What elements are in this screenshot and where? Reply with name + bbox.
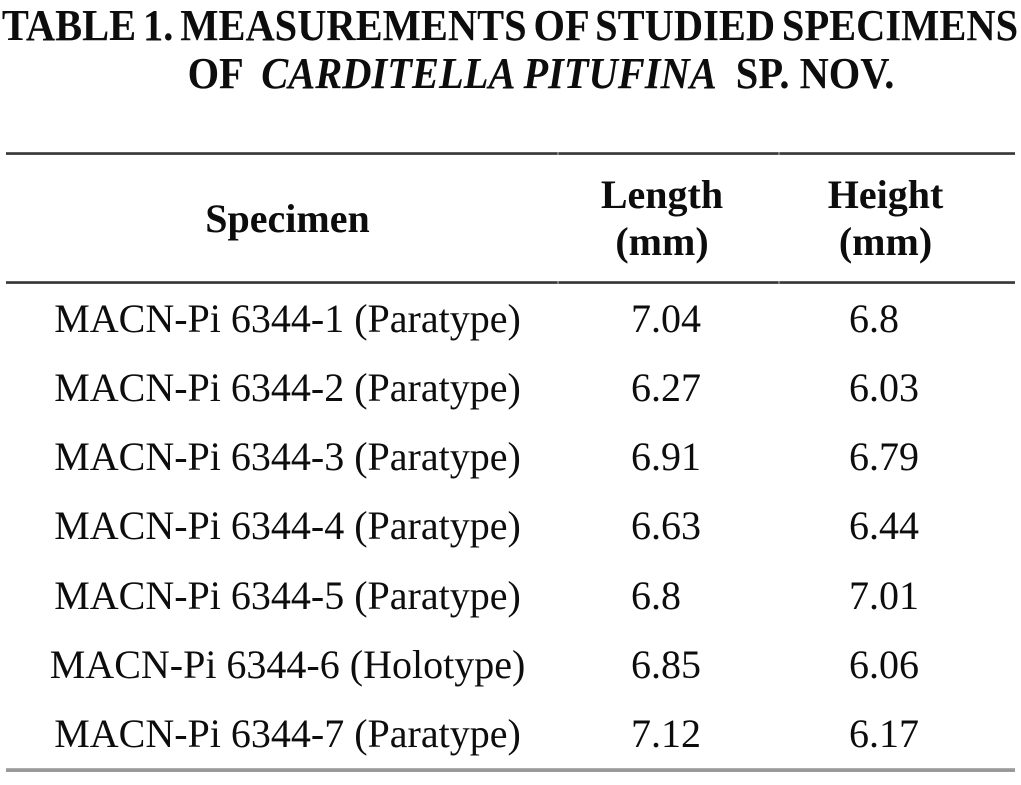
rule-segment-gap <box>557 281 559 284</box>
table-row: MACN-Pi 6344-2 (Paratype) 6.27 6.03 <box>6 353 1015 422</box>
cell-length: 6.91 <box>631 434 701 480</box>
table-row: MACN-Pi 6344-6 (Holotype) 6.85 6.06 <box>6 630 1015 699</box>
cell-specimen: MACN-Pi 6344-1 (Paratype) <box>54 296 521 342</box>
cell-specimen: MACN-Pi 6344-4 (Paratype) <box>54 503 521 549</box>
cell-specimen: MACN-Pi 6344-7 (Paratype) <box>54 710 521 756</box>
table-header-row: Specimen Length (mm) Height (mm) <box>6 155 1015 281</box>
table-row: MACN-Pi 6344-5 (Paratype) 6.8 7.01 <box>6 561 1015 630</box>
table-title-line2: OF CARDITELLA PITUFINA SP. NOV. <box>188 49 895 99</box>
cell-height: 6.8 <box>849 296 899 342</box>
cell-height: 6.03 <box>849 365 919 411</box>
rule-segment-gap <box>778 152 780 155</box>
column-header-specimen: Specimen <box>205 195 370 241</box>
table-row: MACN-Pi 6344-3 (Paratype) 6.91 6.79 <box>6 422 1015 491</box>
species-name: CARDITELLA PITUFINA <box>261 49 717 98</box>
cell-height: 6.79 <box>849 434 919 480</box>
cell-length: 6.27 <box>631 365 701 411</box>
cell-length: 6.63 <box>631 503 701 549</box>
table-rule-bottom <box>6 768 1015 772</box>
cell-specimen: MACN-Pi 6344-5 (Paratype) <box>54 572 521 618</box>
cell-height: 7.01 <box>849 572 919 618</box>
column-header-length-label: Length <box>600 172 724 217</box>
title-line2-prefix: OF <box>187 49 243 98</box>
table-rule-header-bottom <box>6 281 1015 284</box>
rule-segment-gap <box>778 281 780 284</box>
column-header-height-label: Height <box>827 172 944 217</box>
cell-specimen: MACN-Pi 6344-3 (Paratype) <box>54 434 521 480</box>
column-header-length: Length (mm) <box>557 155 778 281</box>
table-row: MACN-Pi 6344-7 (Paratype) 7.12 6.17 <box>6 699 1015 768</box>
cell-length: 6.85 <box>631 641 701 687</box>
column-header-height: Height (mm) <box>778 155 1014 281</box>
column-header-height-unit: (mm) <box>838 219 933 264</box>
table-rule-top <box>6 152 1015 155</box>
cell-length: 7.12 <box>631 710 701 756</box>
cell-length: 7.04 <box>631 296 701 342</box>
cell-height: 6.17 <box>849 710 919 756</box>
cell-height: 6.06 <box>849 641 919 687</box>
table-body: MACN-Pi 6344-1 (Paratype) 7.04 6.8 MACN-… <box>6 284 1015 768</box>
cell-specimen: MACN-Pi 6344-6 (Holotype) <box>49 641 526 687</box>
cell-length: 6.8 <box>631 572 681 618</box>
rule-segment-gap <box>557 152 559 155</box>
cell-specimen: MACN-Pi 6344-2 (Paratype) <box>54 365 521 411</box>
title-line2-suffix: SP. NOV. <box>735 49 895 98</box>
table-row: MACN-Pi 6344-4 (Paratype) 6.63 6.44 <box>6 491 1015 560</box>
table-row: MACN-Pi 6344-1 (Paratype) 7.04 6.8 <box>6 284 1015 353</box>
cell-height: 6.44 <box>849 503 919 549</box>
table-title-line1: TABLE 1. MEASUREMENTS OF STUDIED SPECIME… <box>1 1 1019 50</box>
column-header-length-unit: (mm) <box>615 219 709 264</box>
